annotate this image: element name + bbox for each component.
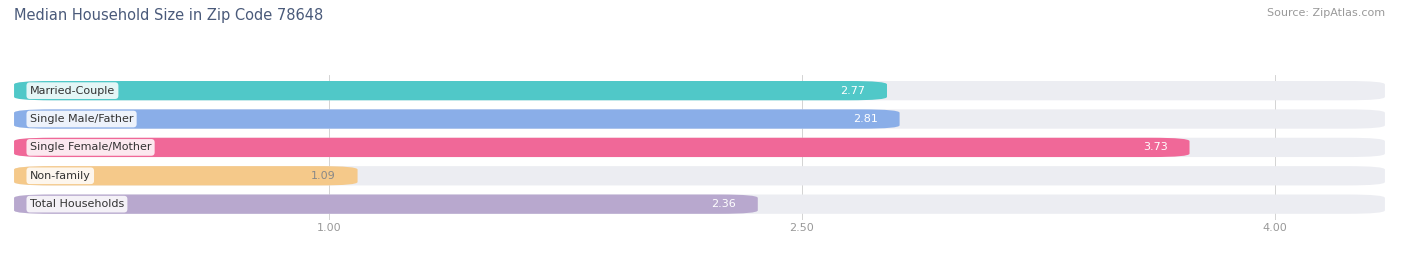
Text: Married-Couple: Married-Couple: [30, 86, 115, 96]
Text: 2.81: 2.81: [852, 114, 877, 124]
FancyBboxPatch shape: [14, 81, 887, 100]
Text: Single Female/Mother: Single Female/Mother: [30, 142, 152, 152]
FancyBboxPatch shape: [14, 166, 1385, 185]
FancyBboxPatch shape: [14, 138, 1189, 157]
Text: 2.77: 2.77: [839, 86, 865, 96]
Text: Single Male/Father: Single Male/Father: [30, 114, 134, 124]
Text: 2.36: 2.36: [711, 199, 735, 209]
Text: Median Household Size in Zip Code 78648: Median Household Size in Zip Code 78648: [14, 8, 323, 23]
FancyBboxPatch shape: [14, 109, 900, 129]
FancyBboxPatch shape: [14, 109, 1385, 129]
FancyBboxPatch shape: [14, 195, 758, 214]
Text: Non-family: Non-family: [30, 171, 91, 181]
Text: 1.09: 1.09: [311, 171, 336, 181]
FancyBboxPatch shape: [14, 195, 1385, 214]
FancyBboxPatch shape: [14, 81, 1385, 100]
Text: Source: ZipAtlas.com: Source: ZipAtlas.com: [1267, 8, 1385, 18]
FancyBboxPatch shape: [14, 138, 1385, 157]
Text: 3.73: 3.73: [1143, 142, 1167, 152]
Text: Total Households: Total Households: [30, 199, 124, 209]
FancyBboxPatch shape: [14, 166, 357, 185]
